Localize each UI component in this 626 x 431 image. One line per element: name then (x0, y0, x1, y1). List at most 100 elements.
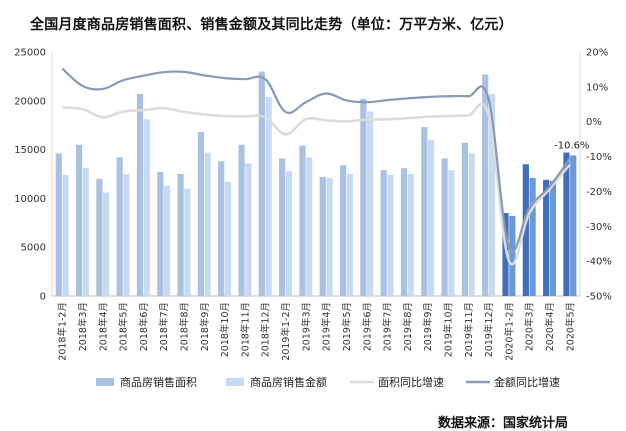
x-tick-label: 2019年9月 (422, 302, 434, 351)
legend-swatch (96, 378, 114, 386)
bar-amount (204, 152, 211, 296)
x-tick-label: 2018年7月 (158, 302, 170, 351)
legend: 商品房销售面积 商品房销售金额 面积同比增速 金额同比增速 (96, 375, 560, 389)
bar-area (421, 127, 428, 296)
bar-area (502, 213, 509, 296)
line-amount-yoy (61, 67, 571, 253)
x-tick-label: 2019年4月 (321, 302, 333, 351)
bar-area (299, 145, 306, 296)
bar-area (319, 176, 326, 296)
y-right-tick-label: 10% (586, 82, 608, 93)
x-tick-label: 2018年1-2月 (57, 302, 69, 361)
bar-area (380, 170, 387, 296)
bar-amount (62, 174, 69, 296)
bar-area (136, 93, 144, 296)
legend-swatch (226, 378, 244, 386)
data-label-annotation: -10.6% (554, 141, 589, 152)
line-series (61, 67, 571, 266)
y-left-tick-label: 20000 (14, 96, 46, 107)
bar-amount (387, 174, 394, 296)
bar-area (218, 161, 225, 296)
bar-amount (570, 155, 577, 296)
bar-area (339, 165, 347, 296)
bar-area (461, 142, 469, 296)
bar-amount (285, 171, 293, 296)
x-tick-label: 2019年12月 (483, 302, 495, 357)
x-tick-label: 2019年11月 (463, 302, 475, 357)
x-tick-label: 2019年8月 (402, 302, 414, 351)
bar-amount (245, 163, 252, 296)
x-tick-label: 2018年4月 (97, 302, 109, 351)
bar-area (116, 157, 123, 296)
bar-area (197, 132, 205, 296)
x-tick-label: 2019年6月 (361, 302, 373, 351)
y-right-tick-label: 20% (586, 48, 608, 59)
legend-label: 金额同比增速 (494, 375, 560, 389)
bar-area (522, 164, 529, 296)
y-left-tick-label: 25000 (14, 48, 46, 59)
x-tick-label: 2019年10月 (443, 302, 455, 357)
y-right-tick-label: -40% (586, 257, 612, 268)
bar-amount (103, 192, 110, 296)
bar-amount (468, 153, 475, 296)
x-tick-label: 2018年5月 (118, 302, 130, 351)
bar-area (55, 153, 62, 296)
x-tick-label: 2018年11月 (239, 302, 251, 357)
y-right-tick-label: 0% (586, 117, 602, 128)
bar-amount (346, 174, 353, 296)
bar-area (258, 71, 265, 297)
bar-area (177, 174, 184, 296)
bar-series (55, 71, 577, 297)
x-tick-label: 2020年5月 (564, 302, 576, 351)
bar-amount (509, 215, 516, 296)
y-right-tick-label: -20% (586, 187, 612, 198)
x-tick-label: 2019年1-2月 (280, 302, 292, 361)
x-tick-label: 2020年4月 (544, 302, 556, 351)
legend-label: 商品房销售金额 (250, 375, 327, 389)
y-left-tick-label: 15000 (14, 145, 46, 156)
x-tick-label: 2019年3月 (300, 302, 312, 351)
source-note: 数据来源：国家统计局 (437, 416, 568, 431)
bar-area (157, 172, 164, 296)
line-area-yoy (62, 102, 571, 266)
bar-amount (427, 139, 435, 296)
axis-labels: 0 5000 10000 15000 20000 25000 20% 10% 0% -10% -20… (14, 48, 612, 361)
y-left-tick-label: 10000 (14, 194, 46, 205)
bar-amount (326, 177, 333, 296)
x-tick-label: 2020年3月 (524, 302, 536, 351)
bar-amount (549, 180, 557, 296)
bar-amount (407, 174, 414, 296)
bar-amount (448, 170, 455, 296)
bar-amount (123, 174, 130, 296)
x-tick-label: 2019年7月 (382, 302, 394, 351)
chart-title: 全国月度商品房销售面积、销售金额及其同比走势（单位：万平方米、亿元） (30, 17, 513, 33)
bar-amount (163, 185, 171, 296)
x-tick-label: 2018年3月 (77, 302, 89, 351)
bar-amount (143, 119, 150, 297)
bar-area (482, 74, 489, 296)
bar-amount (265, 96, 272, 297)
bar-amount (224, 181, 232, 296)
bar-area (279, 158, 286, 296)
bar-area (75, 144, 83, 296)
x-tick-label: 2018年9月 (199, 302, 211, 351)
x-tick-label: 2019年5月 (341, 302, 353, 351)
axes (51, 52, 581, 297)
y-right-tick-label: -50% (586, 292, 612, 303)
bar-amount (488, 93, 496, 296)
bar-area (563, 152, 570, 296)
x-tick-label: 2018年6月 (138, 302, 150, 351)
y-right-tick-label: -10% (586, 152, 612, 163)
bar-area (96, 178, 103, 296)
y-right-tick-label: -30% (586, 222, 612, 233)
bar-amount (184, 188, 191, 296)
x-tick-label: 2018年10月 (219, 302, 231, 357)
legend-label: 面积同比增速 (378, 375, 444, 389)
bar-area (441, 158, 448, 296)
bar-amount (367, 111, 374, 296)
bar-amount (529, 177, 536, 296)
x-tick-label: 2020年1-2月 (503, 302, 515, 361)
bar-area (543, 179, 550, 296)
y-left-tick-label: 5000 (21, 243, 46, 254)
